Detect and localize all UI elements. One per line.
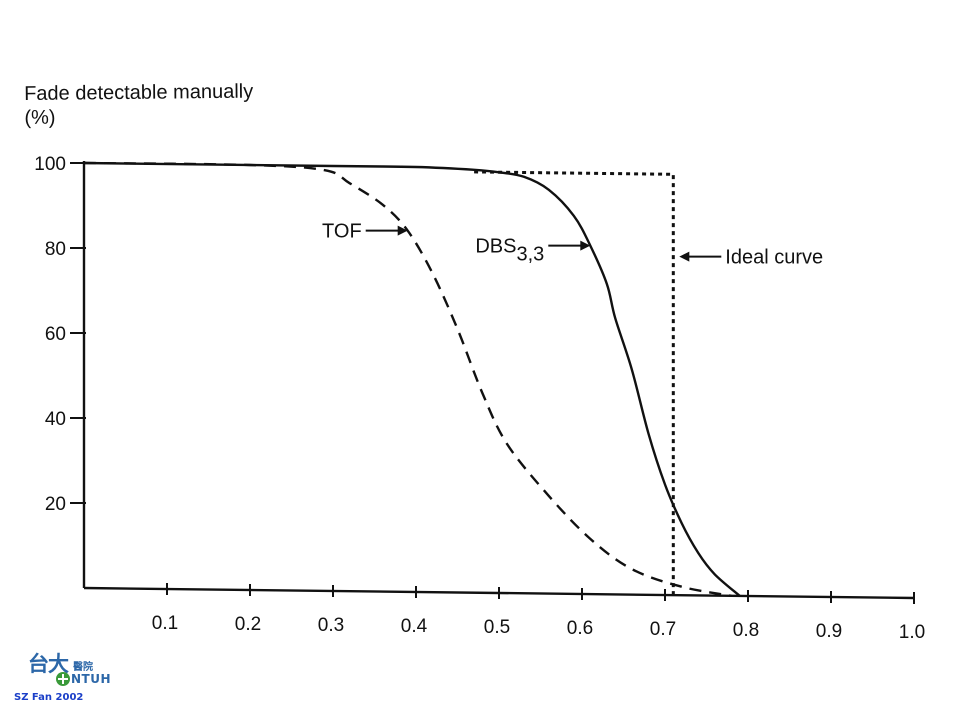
x-tick-label: 0.5 — [484, 617, 510, 638]
x-tick-label: 1.0 — [899, 622, 925, 643]
annotation-arrow — [365, 225, 408, 236]
series-line-tof — [83, 161, 732, 597]
y-tick-label: 20 — [45, 494, 66, 515]
medical-cross-icon — [56, 672, 70, 686]
series-line-ideal-curve — [474, 170, 675, 596]
x-tick-label: 0.1 — [152, 613, 178, 634]
y-tick-label: 40 — [45, 409, 66, 430]
y-tick-label: 60 — [45, 324, 66, 345]
hospital-logo: 台大 醫院 NTUH — [24, 648, 124, 688]
y-axis-title-line-2: (%) — [24, 106, 56, 129]
axes — [82, 161, 915, 600]
y-tick-label: 100 — [34, 154, 66, 175]
logo-english: NTUH — [71, 672, 112, 686]
x-tick-label: 0.6 — [567, 618, 593, 639]
annotation-arrow — [548, 240, 591, 251]
arrow-head — [679, 251, 690, 262]
annotation-label: Ideal curve — [725, 247, 823, 269]
x-tick-label: 0.9 — [816, 621, 842, 642]
series-line-dbs — [83, 161, 741, 597]
y-axis-title-line-1: Fade detectable manually — [24, 80, 254, 105]
arrow-head — [580, 240, 591, 251]
annotation-label: DBS3,3 — [475, 236, 544, 266]
arrow-head — [397, 225, 408, 236]
logo-chinese: 台大 — [28, 651, 69, 676]
x-tick-label: 0.2 — [235, 614, 261, 635]
annotation-label: TOF — [322, 221, 362, 243]
annotation-arrow — [679, 251, 722, 262]
y-tick-label: 80 — [45, 239, 66, 260]
logo-chinese-small: 醫院 — [73, 662, 93, 673]
x-tick-label: 0.7 — [650, 619, 676, 640]
credit-text: SZ Fan 2002 — [14, 692, 84, 703]
ticks: 0.1 0.2 0.3 0.4 0.5 0.6 0.7 0.8 0.9 1.0 20 40 60 80 10… — [34, 154, 925, 643]
x-tick-label: 0.3 — [318, 615, 344, 636]
x-tick-label: 0.8 — [733, 620, 759, 641]
annotations: TOF DBS3,3 Ideal curve — [322, 221, 823, 269]
y-axis-title: Fade detectable manually (%) — [24, 80, 254, 130]
x-tick-label: 0.4 — [401, 616, 428, 637]
series — [83, 161, 741, 597]
